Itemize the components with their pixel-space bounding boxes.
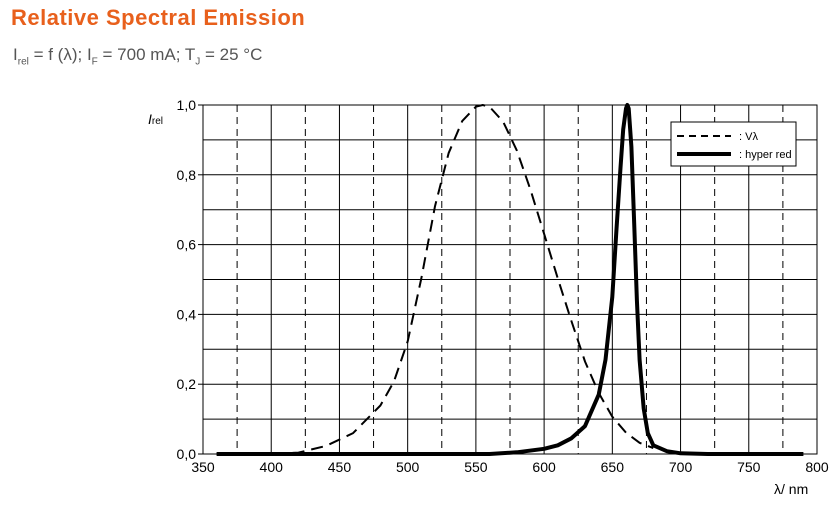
x-tick-label: 500 [396, 459, 420, 475]
y-tick-label: 0,4 [177, 306, 197, 322]
x-tick-label: 450 [328, 459, 352, 475]
x-tick-label: 800 [805, 459, 829, 475]
x-tick-label: 700 [669, 459, 693, 475]
legend-label-hyper-red: : hyper red [739, 149, 792, 161]
x-tick-label: 750 [737, 459, 761, 475]
y-tick-labels: 0,0 0,2 0,4 0,6 0,8 1,0 [177, 97, 203, 462]
x-tick-label: 550 [464, 459, 488, 475]
y-axis-label: Irel [148, 111, 163, 127]
y-tick-label: 0,8 [177, 167, 197, 183]
x-tick-label: 600 [532, 459, 556, 475]
series-group [216, 103, 804, 456]
y-tick-label: 0,6 [177, 237, 197, 253]
chart-subtitle: Irel = f (λ); IF = 700 mA; TJ = 25 °C [13, 45, 263, 68]
grid [203, 105, 817, 454]
series-line-vlambda [216, 104, 654, 455]
x-tick-label: 350 [191, 459, 215, 475]
y-tick-label: 1,0 [177, 97, 197, 113]
y-tick-label: 0,2 [177, 376, 197, 392]
x-tick-labels: 350 400 450 500 550 600 650 700 750 800 [191, 459, 829, 475]
x-tick-label: 400 [260, 459, 284, 475]
x-axis-label: λ/ nm [774, 481, 808, 497]
series-line-hyper-red [216, 103, 804, 456]
y-tick-label: 0,0 [177, 446, 197, 462]
page-title: Relative Spectral Emission [11, 5, 306, 30]
legend-label-vlambda: : Vλ [739, 131, 758, 143]
x-tick-label: 650 [601, 459, 625, 475]
legend-box [670, 121, 797, 167]
legend: : Vλ : hyper red [670, 121, 797, 167]
